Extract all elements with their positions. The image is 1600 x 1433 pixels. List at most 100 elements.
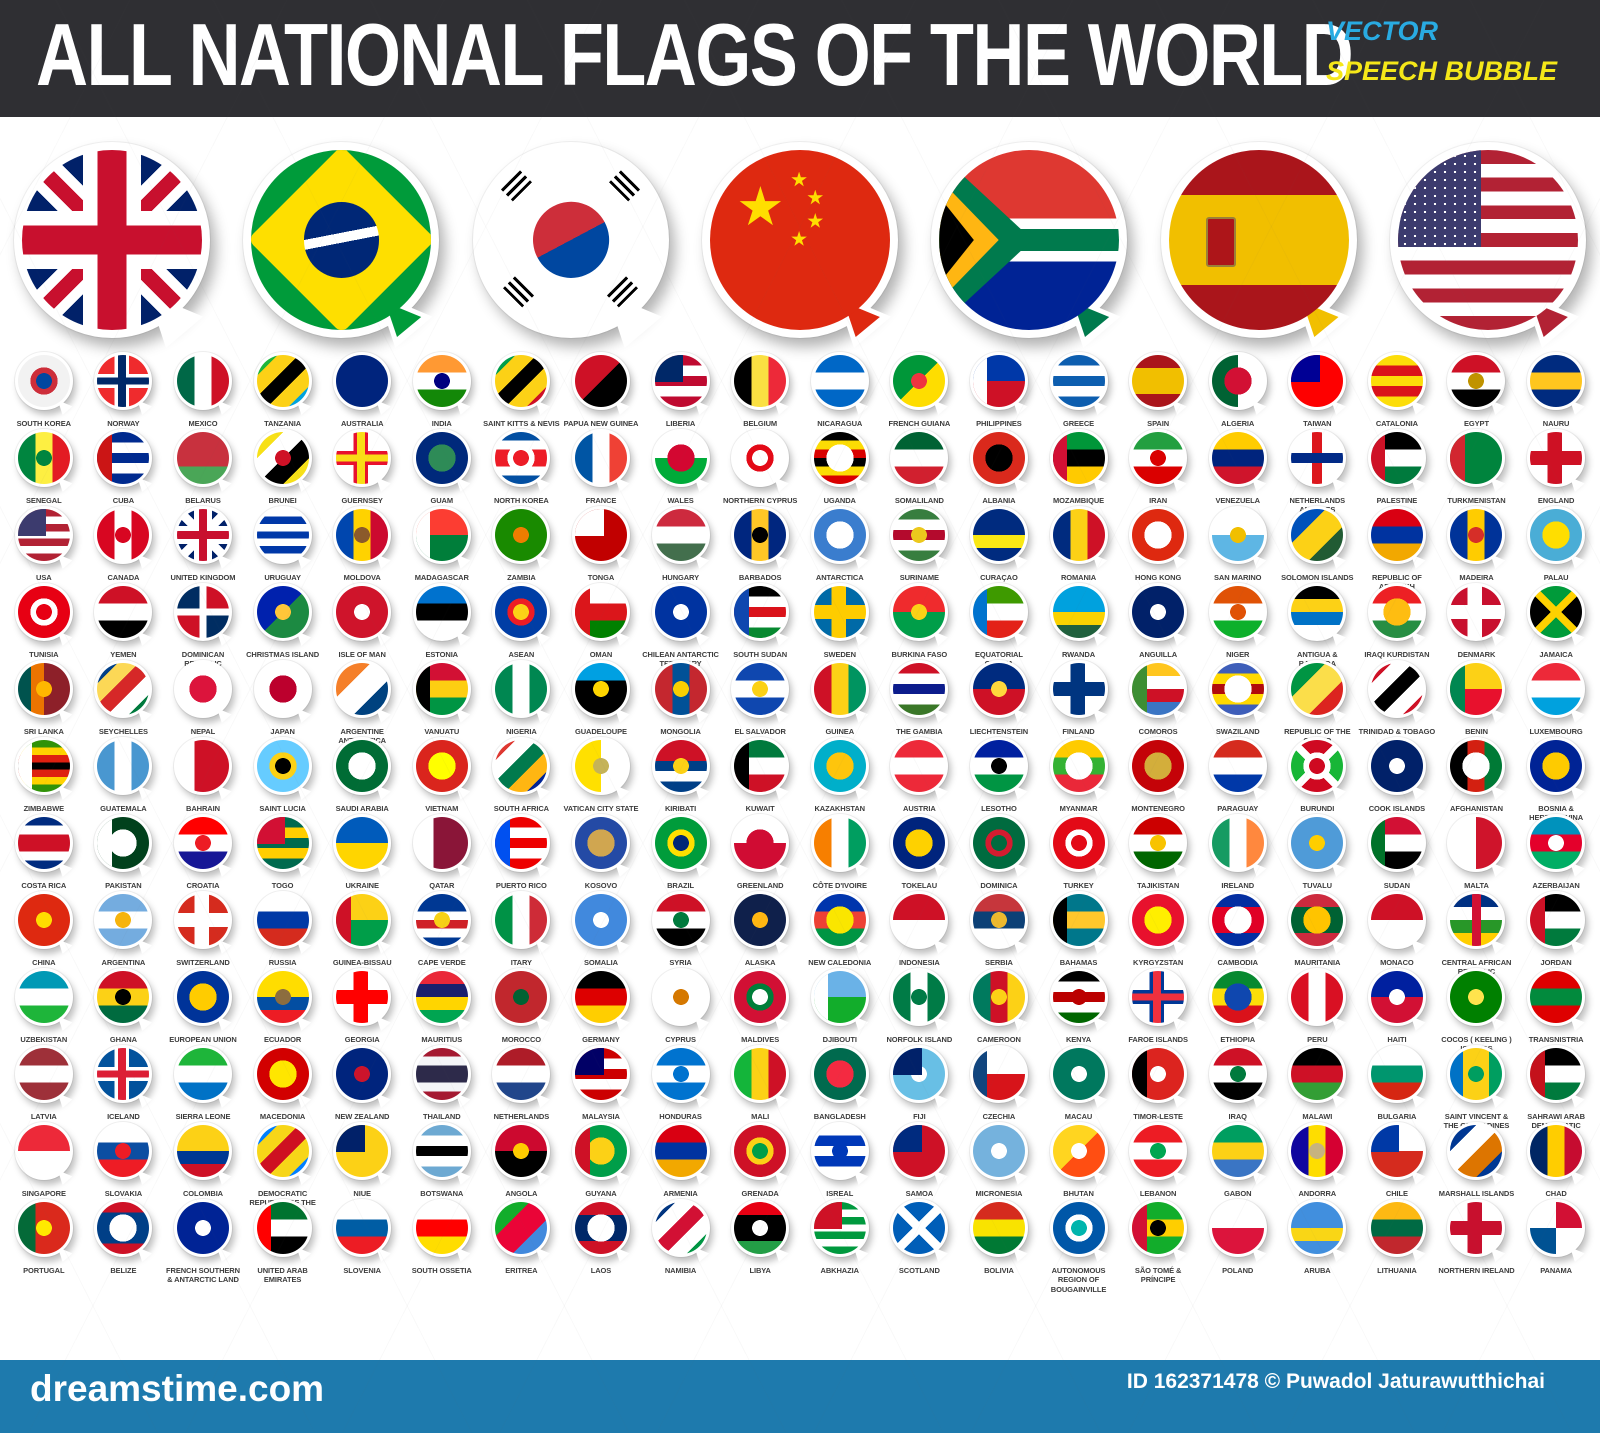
saudi-arabia-flag	[336, 740, 389, 792]
somalia-flag	[574, 894, 627, 946]
country-label: FRENCH GUIANA	[888, 419, 951, 428]
country-label: TUNISIA	[29, 650, 59, 659]
country-label: ANDORRA	[1298, 1189, 1337, 1198]
star	[807, 213, 824, 228]
flag-row-10: LATVIA ICELAND SIERRA LEONE MACEDONIA NEW ZE…	[0, 1045, 1600, 1140]
northern-ireland-flag	[1450, 1202, 1503, 1254]
south-africa-flag	[495, 740, 548, 792]
country-label: SAMOA	[905, 1189, 934, 1198]
flag-item-senegal: SENEGAL	[4, 429, 84, 506]
bubble-tail	[1570, 708, 1585, 723]
flag-item-wales: WALES	[641, 429, 721, 506]
s-o-tom-pr-ncipe-flag-icon	[1129, 1199, 1188, 1262]
country-label: SOLOMON ISLANDS	[1281, 573, 1354, 582]
bubble-tail	[1490, 1093, 1506, 1108]
itary-flag-icon	[492, 891, 551, 954]
niue-flag-icon	[333, 1122, 392, 1185]
flag-item-bosnia-herzegovina: BOSNIA & HERZEGOVINA	[1516, 737, 1596, 822]
flag-item-equatorial-guinea: EQUATORIAL GUINEA	[959, 583, 1039, 668]
northern-ireland-flag-icon	[1447, 1199, 1506, 1262]
flag-item-aruba: ARUBA	[1278, 1199, 1358, 1276]
flag-item-european-union: EUROPEAN UNION	[163, 968, 243, 1045]
flag-item-andorra: ANDORRA	[1278, 1122, 1358, 1199]
flag-canton	[256, 817, 286, 845]
flag-item-gabon: GABON	[1198, 1122, 1278, 1199]
palestine-flag-icon	[1367, 429, 1426, 492]
ecuador-flag-icon	[253, 968, 312, 1031]
flag-item-tunisia: TUNISIA	[4, 583, 84, 660]
country-label: MAURITIUS	[421, 1035, 463, 1044]
bubble-tail	[137, 1247, 153, 1262]
mali-flag-icon	[731, 1045, 790, 1108]
flag-item-samoa: SAMOA	[880, 1122, 960, 1199]
lebanon-flag-icon	[1129, 1122, 1188, 1185]
bubble-tail	[1490, 400, 1506, 415]
san-marino-flag-icon	[1208, 506, 1267, 569]
anguilla-flag	[1132, 586, 1185, 638]
bubble-tail	[1012, 939, 1028, 954]
bosnia-herzegovina-flag-icon	[1527, 737, 1586, 800]
bubble-tail	[455, 862, 471, 877]
country-label: VANUATU	[424, 727, 460, 736]
country-label: ARUBA	[1304, 1266, 1331, 1275]
malta-flag	[1450, 817, 1503, 869]
azerbaijan-flag	[1530, 817, 1583, 869]
flag-item-egypt: EGYPT	[1437, 352, 1517, 429]
country-label: HONG KONG	[1135, 573, 1182, 582]
syria-flag-icon	[651, 891, 710, 954]
country-label: COLOMBIA	[182, 1189, 223, 1198]
aruba-flag	[1291, 1202, 1344, 1254]
country-label: EL SALVADOR	[734, 727, 786, 736]
country-label: LIBERIA	[665, 419, 696, 428]
country-label: SENEGAL	[26, 496, 62, 505]
ireland-flag	[1211, 817, 1264, 869]
flag-item-morocco: MOROCCO	[482, 968, 562, 1045]
featured-flag-south-korea	[472, 142, 669, 348]
guinea-flag	[813, 663, 866, 715]
colombia-flag	[176, 1125, 229, 1177]
venezuela-flag	[1211, 432, 1264, 484]
sri-lanka-flag	[17, 663, 70, 715]
bubble-tail	[614, 1170, 630, 1185]
flag-item-czechia: CZECHIA	[959, 1045, 1039, 1122]
bubble-tail	[535, 1093, 551, 1108]
flag-item-antigua-barbuda: ANTIGUA & BARBUDA	[1278, 583, 1358, 668]
dominica-flag	[972, 817, 1025, 869]
spain-crest	[1206, 208, 1236, 268]
country-label: FIJI	[913, 1112, 926, 1121]
bubble-tail	[535, 785, 551, 800]
country-label: AUSTRALIA	[340, 419, 384, 428]
flag-item-antarctica: ANTARCTICA	[800, 506, 880, 583]
flag-item-france: FRANCE	[561, 429, 641, 506]
country-label: LUXEMBOURG	[1529, 727, 1583, 736]
new-zealand-flag	[336, 1048, 389, 1100]
lebanon-flag	[1132, 1125, 1185, 1177]
country-label: MICRONESIA	[975, 1189, 1023, 1198]
lithuania-flag-icon	[1367, 1199, 1426, 1262]
antarctica-flag	[813, 509, 866, 561]
vanuatu-flag	[415, 663, 468, 715]
comoros-flag	[1132, 663, 1185, 715]
india-flag-icon	[412, 352, 471, 415]
botswana-flag	[415, 1125, 468, 1177]
european-union-flag	[176, 971, 229, 1023]
dominica-flag-icon	[969, 814, 1028, 877]
croatia-flag	[176, 817, 229, 869]
bubble-tail	[376, 477, 391, 492]
country-label: SAINT KITTS & NEVIS	[483, 419, 560, 428]
usa-flag-icon	[14, 506, 73, 569]
palestine-flag	[1370, 432, 1423, 484]
flag-item-sweden: SWEDEN	[800, 583, 880, 660]
flag-item-isreal: ISREAL	[800, 1122, 880, 1199]
trigram	[607, 170, 641, 204]
flag-item-argentine-antarctica: ARGENTINE ANTARCTICA	[322, 660, 402, 745]
jordan-flag	[1530, 894, 1583, 946]
country-label: CATALONIA	[1375, 419, 1418, 428]
flag-item-luxembourg: LUXEMBOURG	[1516, 660, 1596, 737]
bubble-tail	[535, 708, 551, 723]
flag-item-sri-lanka: SRI LANKA	[4, 660, 84, 737]
flag-item-norfolk-island: NORFOLK ISLAND	[880, 968, 960, 1045]
liberia-flag	[654, 355, 707, 407]
country-label: HUNGARY	[662, 573, 700, 582]
slovakia-flag-icon	[94, 1122, 153, 1185]
